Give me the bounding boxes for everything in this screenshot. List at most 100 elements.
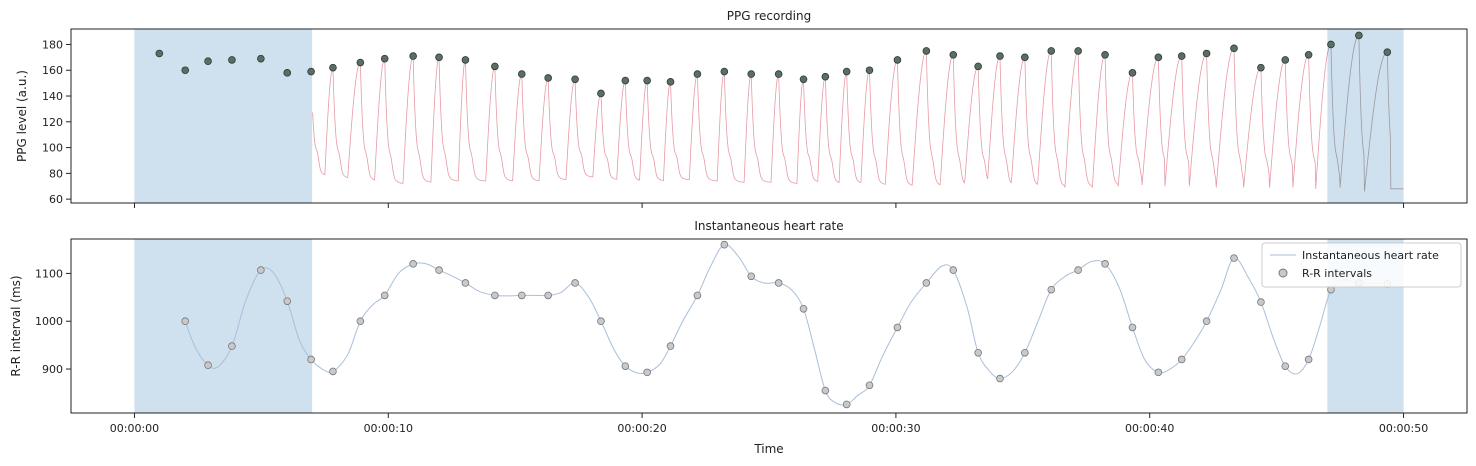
ppg-peak-point bbox=[380, 54, 389, 63]
ppg-peak-point bbox=[307, 67, 315, 76]
ppg-peak-point bbox=[356, 58, 365, 67]
ppg-signal-segment-2 bbox=[1327, 34, 1404, 192]
ppg-peak-point bbox=[666, 78, 675, 86]
ppg-x-ticks bbox=[133, 203, 1405, 208]
rr-interval-point bbox=[544, 291, 552, 300]
hr-x-ticks: 00:00:00 00:00:10 00:00:20 00:00:30 00:00:40… bbox=[110, 413, 1428, 435]
rr-interval-point bbox=[356, 317, 365, 326]
rr-interval-point bbox=[1074, 266, 1082, 274]
rr-interval-point bbox=[283, 297, 292, 305]
hr-y-tick-label-1: 1000 bbox=[35, 315, 63, 328]
rr-interval-point bbox=[621, 362, 630, 370]
ppg-y-tick-label-5: 160 bbox=[42, 64, 63, 77]
ppg-peak-point bbox=[1281, 56, 1290, 64]
ppg-peak-point bbox=[799, 75, 808, 84]
rr-interval-point bbox=[1047, 285, 1056, 294]
hr-legend: Instantaneous heart rate R-R intervals bbox=[1261, 242, 1462, 288]
ppg-y-tick-label-4: 140 bbox=[42, 90, 63, 103]
ppg-peak-point bbox=[1021, 53, 1029, 62]
rr-interval-point bbox=[491, 291, 499, 300]
hr-y-tick-label-0: 900 bbox=[42, 363, 63, 376]
rr-interval-point bbox=[1281, 362, 1290, 370]
ppg-peak-point bbox=[257, 54, 265, 63]
rr-interval-point bbox=[865, 381, 874, 390]
ppg-peak-point bbox=[974, 62, 982, 71]
hr-shade-0 bbox=[134, 239, 313, 413]
ppg-y-tick-label-6: 180 bbox=[42, 38, 63, 51]
ppg-peak-point bbox=[544, 74, 552, 82]
ppg-peak-point bbox=[720, 67, 729, 76]
ppg-panel: 60 80 100 120 140 160 180 PPG recording PPG le… bbox=[15, 9, 1468, 208]
rr-interval-point bbox=[799, 304, 808, 313]
ppg-peak-point bbox=[747, 70, 756, 78]
ppg-peak-point bbox=[1177, 52, 1186, 60]
rr-interval-point bbox=[1202, 317, 1211, 326]
rr-interval-point bbox=[821, 386, 830, 395]
ppg-peak-point bbox=[1355, 31, 1363, 40]
ppg-peak-point bbox=[491, 62, 499, 71]
ppg-peak-point bbox=[865, 66, 874, 75]
legend-label-rr: R-R intervals bbox=[1302, 267, 1372, 280]
rr-interval-point bbox=[747, 272, 756, 281]
ppg-y-axis-label: PPG level (a.u.) bbox=[15, 70, 29, 162]
ppg-y-tick-label-1: 80 bbox=[49, 167, 63, 180]
ppg-shade-0 bbox=[134, 29, 313, 203]
hr-x-tick-label-1: 00:00:10 bbox=[364, 422, 413, 435]
rr-interval-markers bbox=[181, 240, 1392, 409]
rr-interval-point bbox=[643, 368, 651, 377]
ppg-peak-point bbox=[461, 56, 470, 64]
ppg-peak-point bbox=[1257, 63, 1265, 72]
ppg-signal-line bbox=[312, 34, 1404, 192]
rr-interval-point bbox=[1257, 298, 1265, 306]
rr-interval-point bbox=[1128, 323, 1137, 332]
ppg-peak-point bbox=[621, 76, 630, 85]
ppg-peak-point bbox=[181, 66, 190, 75]
hr-x-tick-label-0: 00:00:00 bbox=[110, 422, 159, 435]
ppg-y-ticks: 60 80 100 120 140 160 180 bbox=[42, 38, 71, 206]
ppg-shaded-regions bbox=[134, 29, 1404, 203]
ppg-peak-point bbox=[517, 70, 526, 78]
ppg-shade-1 bbox=[1327, 29, 1404, 203]
rr-interval-point bbox=[380, 291, 389, 300]
ppg-y-tick-label-0: 60 bbox=[49, 193, 63, 206]
ppg-peak-point bbox=[1154, 53, 1163, 62]
rr-interval-point bbox=[1101, 260, 1109, 268]
ppg-peak-point bbox=[283, 69, 292, 77]
rr-interval-point bbox=[307, 355, 315, 364]
rr-interval-point bbox=[922, 279, 931, 287]
rr-interval-point bbox=[1304, 355, 1313, 364]
rr-interval-point bbox=[842, 400, 851, 409]
ppg-peak-point bbox=[409, 52, 417, 60]
hr-title: Instantaneous heart rate bbox=[694, 219, 843, 233]
hr-y-axis-label: R-R interval (ms) bbox=[9, 275, 23, 376]
ppg-peak-point bbox=[435, 53, 443, 62]
ppg-peak-point bbox=[1327, 40, 1335, 49]
rr-interval-point bbox=[996, 374, 1004, 383]
hr-x-tick-label-3: 00:00:30 bbox=[871, 422, 920, 435]
ppg-peak-point bbox=[329, 63, 337, 72]
rr-interval-point bbox=[693, 291, 702, 300]
ppg-peak-point bbox=[204, 57, 212, 66]
rr-interval-point bbox=[1154, 368, 1163, 377]
rr-interval-point bbox=[666, 342, 675, 350]
ppg-peak-point bbox=[1383, 48, 1392, 56]
hr-x-axis-label: Time bbox=[753, 442, 783, 456]
ppg-peak-point bbox=[1047, 47, 1056, 55]
ppg-peak-point bbox=[922, 47, 931, 55]
ppg-peak-point bbox=[693, 70, 702, 78]
hr-plot-frame bbox=[70, 238, 1468, 414]
ppg-title: PPG recording bbox=[727, 9, 811, 23]
ppg-peak-point bbox=[1128, 69, 1137, 77]
hr-x-tick-label-4: 00:00:40 bbox=[1125, 422, 1174, 435]
rr-interval-point bbox=[949, 266, 958, 274]
ppg-peak-point bbox=[949, 50, 958, 59]
ppg-peak-point bbox=[774, 70, 783, 78]
legend-box bbox=[1261, 242, 1462, 288]
ppg-signal-segment-1 bbox=[312, 47, 1328, 189]
ppg-y-tick-label-3: 120 bbox=[42, 116, 63, 129]
rr-interval-point bbox=[571, 279, 579, 287]
ppg-peak-point bbox=[1304, 50, 1313, 59]
rr-interval-point bbox=[329, 367, 337, 376]
hr-y-tick-label-2: 1100 bbox=[35, 267, 63, 280]
